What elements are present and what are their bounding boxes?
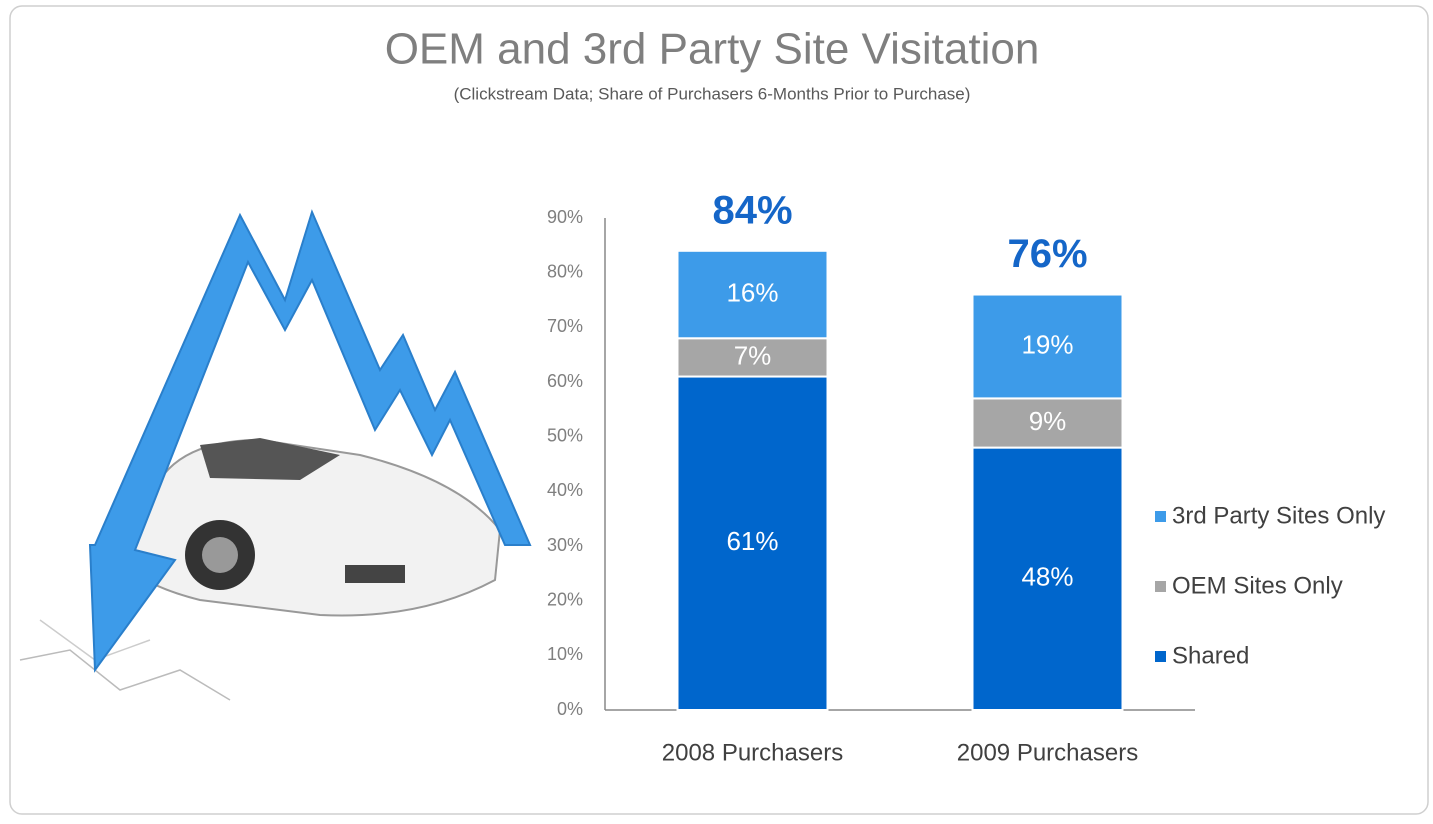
car-window: [200, 438, 340, 480]
chart-title: OEM and 3rd Party Site Visitation: [385, 25, 1040, 74]
bar-segment: [676, 375, 829, 711]
y-tick-label: 50%: [547, 425, 583, 445]
crack: [19, 649, 231, 701]
data-label: 61%: [726, 526, 778, 556]
data-label: 48%: [1021, 562, 1073, 592]
data-label: 16%: [726, 277, 778, 307]
car-lights: [345, 565, 405, 583]
y-tick-label: 20%: [547, 589, 583, 609]
y-tick-label: 30%: [547, 535, 583, 555]
bar-segment: [971, 446, 1124, 711]
x-tick-label: 2008 Purchasers: [662, 739, 843, 766]
chart-subtitle: (Clickstream Data; Share of Purchasers 6…: [454, 84, 971, 103]
x-tick-label: 2009 Purchasers: [957, 739, 1138, 766]
total-label: 76%: [1007, 232, 1087, 276]
y-tick-label: 0%: [557, 699, 583, 719]
legend-label: Shared: [1172, 642, 1249, 669]
y-tick-label: 10%: [547, 644, 583, 664]
y-tick-label: 60%: [547, 371, 583, 391]
bar-segment: [676, 337, 829, 378]
y-tick-label: 40%: [547, 480, 583, 500]
arrow: [88, 209, 532, 673]
data-label: 9%: [1029, 406, 1067, 436]
y-tick-label: 70%: [547, 316, 583, 336]
y-tick-label: 90%: [547, 207, 583, 227]
bar-segment: [971, 293, 1124, 400]
legend-label: OEM Sites Only: [1172, 572, 1343, 599]
legend-label: 3rd Party Sites Only: [1172, 502, 1385, 529]
legend-swatch: [1155, 511, 1166, 522]
legend-swatch: [1155, 581, 1166, 592]
bar-segment: [676, 249, 829, 340]
illustration: [19, 209, 532, 701]
car-hub: [202, 537, 238, 573]
total-label: 84%: [712, 188, 792, 232]
legend-swatch: [1155, 651, 1166, 662]
data-label: 19%: [1021, 329, 1073, 359]
data-label: 7%: [734, 340, 772, 370]
y-tick-label: 80%: [547, 261, 583, 281]
